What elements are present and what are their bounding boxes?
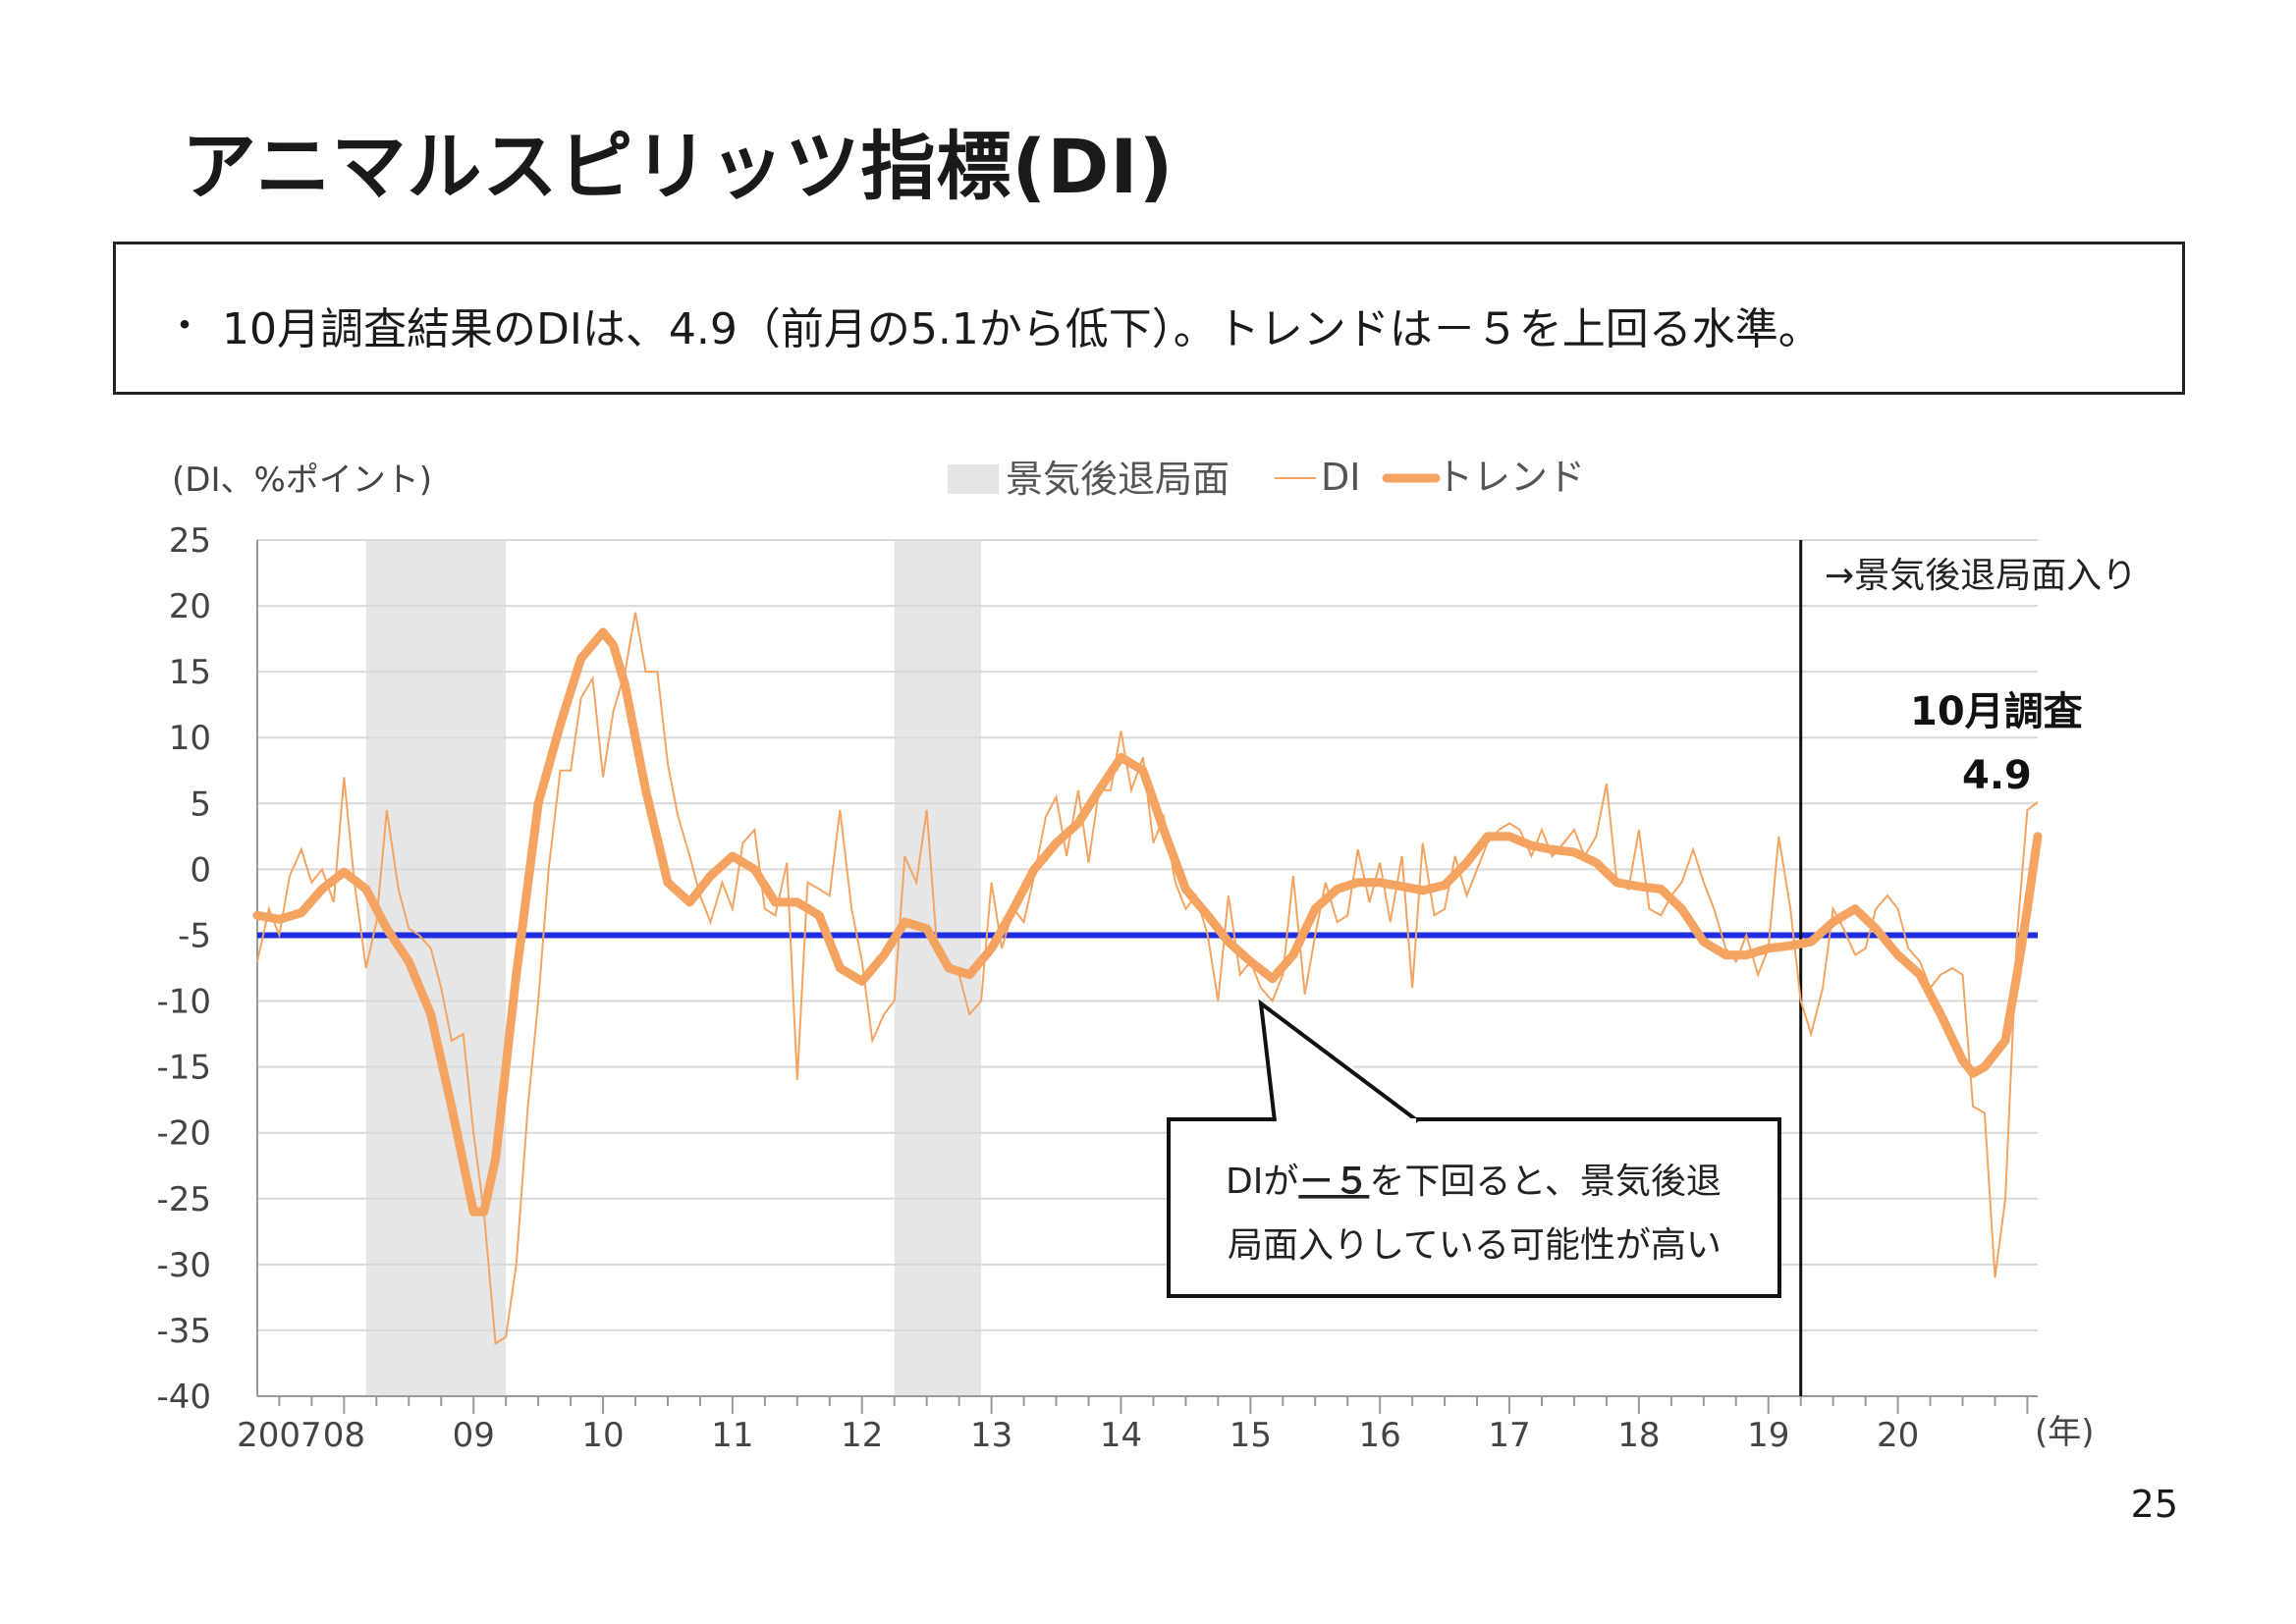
- x-axis-unit: (年): [2035, 1413, 2095, 1452]
- x-tick-label: 2007: [237, 1416, 322, 1455]
- slide-title: アニマルスピリッツ指標(DI): [182, 123, 1175, 210]
- x-tick-label: 10: [581, 1416, 624, 1455]
- legend-recession-swatch: [948, 464, 999, 494]
- legend-recession-label: 景気後退局面: [1006, 458, 1230, 501]
- y-tick-label: -20: [156, 1114, 211, 1154]
- latest-value-label: 4.9: [1962, 753, 2032, 798]
- y-tick-label: -10: [156, 983, 211, 1022]
- recession-shading: [365, 540, 982, 1396]
- x-tick-label: 15: [1230, 1416, 1272, 1455]
- y-tick-label: -30: [156, 1246, 211, 1285]
- recession-band: [894, 540, 982, 1396]
- latest-survey-label: 10月調査: [1910, 689, 2083, 734]
- callout-box: [1167, 1117, 1781, 1298]
- y-tick-label: 0: [190, 850, 211, 890]
- callout-line-2: 局面入りしている可能性が高い: [1228, 1225, 1722, 1266]
- y-axis-label: (DI、%ポイント): [172, 460, 432, 500]
- x-tick-label: 12: [841, 1416, 883, 1455]
- y-tick-label: 15: [169, 653, 211, 692]
- x-tick-label: 08: [323, 1416, 365, 1455]
- y-tick-label: -15: [156, 1049, 211, 1088]
- x-tick-label: 17: [1488, 1416, 1530, 1455]
- callout-pointer: [1258, 999, 1420, 1123]
- callout: DIが－５を下回ると、景気後退 局面入りしている可能性が高い: [1167, 999, 1781, 1298]
- trend-series-line: [252, 627, 2043, 1217]
- legend: 景気後退局面 DI トレンド: [948, 456, 1585, 501]
- y-tick-label: -5: [178, 916, 211, 955]
- y-tick-label: -35: [156, 1312, 211, 1351]
- x-tick-label: 14: [1100, 1416, 1142, 1455]
- callout-line-1: DIが－５を下回ると、景気後退: [1226, 1162, 1722, 1202]
- x-tick-label: 11: [711, 1416, 753, 1455]
- x-tick-label: 18: [1617, 1416, 1660, 1455]
- legend-trend-label: トレンド: [1436, 456, 1585, 499]
- x-tick-label: 20: [1877, 1416, 1919, 1455]
- summary-text: 10月調査結果のDIは、4.9（前月の5.1から低下）。トレンドは－５を上回る水…: [222, 304, 1822, 354]
- series: [252, 540, 2043, 1396]
- x-tick-label: 19: [1747, 1416, 1789, 1455]
- y-tick-label: 10: [169, 719, 211, 758]
- y-tick-label: 25: [169, 521, 211, 561]
- x-tick-label: 13: [970, 1416, 1012, 1455]
- legend-di-label: DI: [1321, 456, 1360, 499]
- di-series-line: [256, 612, 2039, 1346]
- y-tick-label: 20: [169, 587, 211, 626]
- y-tick-label: -25: [156, 1180, 211, 1219]
- summary-box: ・ 10月調査結果のDIは、4.9（前月の5.1から低下）。トレンドは－５を上回…: [113, 242, 2185, 395]
- recession-entry-label: →景気後退局面入り: [1825, 556, 2137, 596]
- y-tick-label: -40: [156, 1378, 211, 1417]
- x-tick-label: 09: [453, 1416, 495, 1455]
- y-tick-label: 5: [190, 785, 211, 824]
- x-tick-label: 16: [1359, 1416, 1401, 1455]
- axes: 25 20 15 10 5 0 -5 -10 -15 -20 -25 -30 -35 -40 2007 08 0…: [156, 521, 2038, 1455]
- page-number: 25: [2130, 1483, 2178, 1526]
- bullet-mark: ・: [165, 303, 204, 349]
